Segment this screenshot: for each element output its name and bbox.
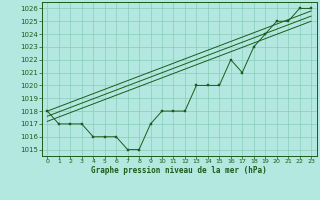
- X-axis label: Graphe pression niveau de la mer (hPa): Graphe pression niveau de la mer (hPa): [91, 166, 267, 175]
